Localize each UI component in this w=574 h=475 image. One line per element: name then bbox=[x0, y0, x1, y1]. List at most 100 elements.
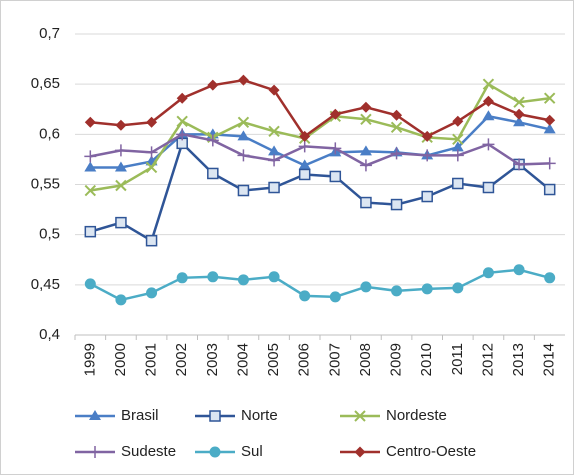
marker bbox=[114, 161, 127, 172]
series-line bbox=[90, 114, 550, 169]
marker bbox=[176, 92, 188, 104]
marker bbox=[145, 146, 158, 159]
marker bbox=[354, 446, 366, 458]
marker bbox=[452, 115, 464, 127]
marker bbox=[513, 158, 526, 171]
marker bbox=[513, 108, 525, 120]
marker bbox=[298, 159, 311, 170]
x-tick-label: 2013 bbox=[510, 343, 527, 376]
x-tick-label: 2007 bbox=[326, 343, 343, 376]
x-tick-label: 2009 bbox=[388, 343, 405, 376]
marker bbox=[145, 234, 158, 247]
y-tick-label: 0,65 bbox=[31, 75, 60, 92]
marker bbox=[115, 294, 127, 306]
marker bbox=[360, 101, 372, 113]
marker bbox=[298, 140, 311, 153]
marker bbox=[146, 287, 158, 299]
marker bbox=[268, 181, 280, 194]
marker bbox=[298, 168, 311, 181]
marker bbox=[115, 216, 127, 229]
y-tick-label: 0,7 bbox=[39, 25, 60, 42]
marker bbox=[207, 271, 219, 283]
marker bbox=[84, 184, 97, 197]
x-tick-label: 2005 bbox=[265, 343, 282, 376]
marker bbox=[482, 138, 495, 151]
x-tick-label: 2014 bbox=[541, 343, 558, 376]
marker bbox=[84, 161, 97, 172]
marker bbox=[359, 145, 372, 156]
marker bbox=[176, 128, 189, 141]
marker bbox=[84, 150, 97, 163]
marker bbox=[452, 177, 464, 190]
marker bbox=[115, 179, 127, 192]
marker bbox=[209, 410, 221, 422]
marker bbox=[268, 84, 280, 96]
marker bbox=[206, 134, 219, 147]
y-tick-label: 0,4 bbox=[39, 326, 60, 343]
series-line bbox=[89, 268, 551, 302]
marker bbox=[268, 154, 281, 167]
marker bbox=[391, 109, 403, 121]
marker bbox=[176, 115, 188, 127]
x-tick-label: 2010 bbox=[418, 343, 435, 376]
marker bbox=[390, 147, 403, 160]
marker bbox=[114, 144, 127, 157]
y-tick-label: 0,55 bbox=[31, 175, 60, 192]
marker bbox=[354, 410, 366, 422]
x-tick-label: 2004 bbox=[234, 343, 251, 376]
marker bbox=[237, 149, 250, 162]
marker bbox=[421, 149, 434, 162]
marker bbox=[543, 123, 556, 134]
marker bbox=[482, 78, 495, 90]
marker bbox=[451, 149, 464, 162]
marker bbox=[513, 96, 525, 108]
marker bbox=[421, 283, 433, 295]
marker bbox=[237, 184, 250, 197]
marker bbox=[115, 119, 127, 131]
marker bbox=[544, 272, 556, 284]
marker bbox=[390, 121, 403, 134]
marker bbox=[89, 410, 101, 420]
marker bbox=[329, 291, 341, 303]
marker bbox=[421, 190, 433, 203]
marker bbox=[84, 116, 96, 128]
x-tick-label: 2001 bbox=[143, 343, 160, 376]
marker bbox=[360, 196, 372, 209]
marker bbox=[84, 225, 97, 238]
marker bbox=[482, 95, 494, 107]
marker bbox=[207, 167, 219, 180]
marker bbox=[360, 281, 372, 293]
marker bbox=[329, 108, 341, 120]
x-tick-label: 2002 bbox=[173, 343, 190, 376]
marker bbox=[329, 170, 342, 183]
legend-label: Norte bbox=[241, 407, 278, 424]
marker bbox=[89, 446, 101, 458]
marker bbox=[237, 74, 249, 86]
marker bbox=[544, 114, 556, 126]
series-line bbox=[89, 141, 551, 243]
marker bbox=[452, 133, 464, 146]
marker bbox=[482, 181, 495, 194]
marker bbox=[390, 198, 403, 211]
legend-label: Centro-Oeste bbox=[386, 443, 476, 460]
marker bbox=[421, 130, 433, 142]
marker bbox=[360, 113, 372, 125]
marker bbox=[237, 274, 249, 286]
legend-label: Sul bbox=[241, 443, 263, 460]
legend-label: Sudeste bbox=[121, 443, 176, 460]
x-tick-label: 2008 bbox=[357, 343, 374, 376]
marker bbox=[237, 116, 250, 129]
series-line bbox=[90, 78, 550, 139]
marker bbox=[513, 264, 525, 276]
x-tick-label: 2011 bbox=[449, 343, 466, 375]
marker bbox=[482, 267, 494, 279]
series-line bbox=[90, 133, 550, 167]
marker bbox=[482, 110, 495, 121]
marker bbox=[207, 79, 219, 91]
legend-label: Nordeste bbox=[386, 407, 447, 424]
marker bbox=[268, 271, 280, 283]
marker bbox=[543, 92, 556, 104]
marker bbox=[543, 157, 556, 170]
